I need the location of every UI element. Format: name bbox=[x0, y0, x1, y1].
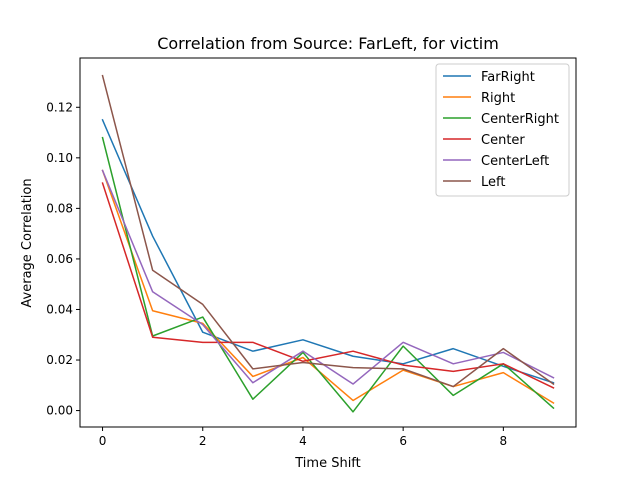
legend-label: CenterLeft bbox=[481, 154, 549, 169]
plot-frame bbox=[79, 57, 577, 428]
series-line-centerright bbox=[101, 136, 555, 413]
legend: FarRight Right CenterRight Center CenterLeft… bbox=[435, 63, 570, 197]
x-tick-label: 4 bbox=[299, 434, 307, 448]
y-tick-label: 0.06 bbox=[46, 252, 73, 266]
x-tick-label: 0 bbox=[99, 434, 107, 448]
x-tick-label: 6 bbox=[399, 434, 407, 448]
y-axis: 0.00 0.02 0.04 0.06 0.08 0.10 0.12 bbox=[46, 100, 80, 418]
y-tick-label: 0.08 bbox=[46, 201, 73, 215]
x-tick-label: 8 bbox=[500, 434, 508, 448]
legend-label: CenterRight bbox=[481, 112, 559, 127]
legend-label: Left bbox=[481, 175, 505, 190]
legend-label: Right bbox=[481, 91, 515, 106]
y-tick-label: 0.02 bbox=[46, 353, 73, 367]
x-axis: 0 2 4 6 8 bbox=[99, 427, 507, 448]
y-tick-label: 0.10 bbox=[46, 151, 73, 165]
legend-label: FarRight bbox=[481, 70, 535, 85]
y-tick-label: 0.00 bbox=[46, 404, 73, 418]
series-line-left bbox=[101, 74, 555, 388]
x-tick-label: 2 bbox=[199, 434, 207, 448]
plot-content bbox=[101, 74, 555, 413]
y-tick-label: 0.12 bbox=[46, 100, 73, 114]
y-tick-label: 0.04 bbox=[46, 302, 73, 316]
x-axis-label: Time Shift bbox=[294, 456, 361, 471]
chart-title: Correlation from Source: FarLeft, for vi… bbox=[157, 34, 499, 53]
y-axis-label: Average Correlation bbox=[20, 178, 35, 307]
legend-label: Center bbox=[481, 133, 525, 148]
series-line-centerleft bbox=[101, 169, 555, 385]
